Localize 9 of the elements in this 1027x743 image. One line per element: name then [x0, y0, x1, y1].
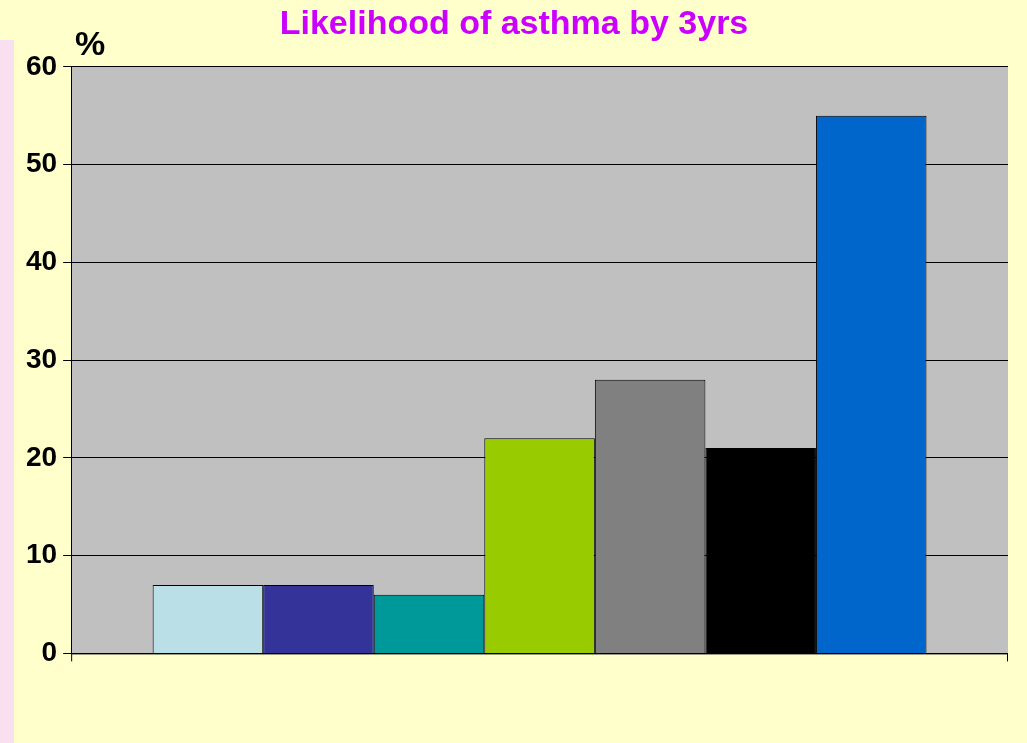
y-tick-label: 50 [25, 147, 58, 179]
y-tick-label: 60 [25, 49, 58, 81]
y-axis-title: % [74, 24, 106, 63]
chart-title: Likelihood of asthma by 3yrs [279, 2, 749, 41]
y-tick-label: 10 [25, 538, 58, 570]
y-tick-label: 40 [25, 245, 58, 277]
y-tick-label: 30 [25, 342, 58, 374]
y-tick-label: 20 [25, 440, 58, 472]
y-tick-label: 0 [41, 636, 58, 668]
